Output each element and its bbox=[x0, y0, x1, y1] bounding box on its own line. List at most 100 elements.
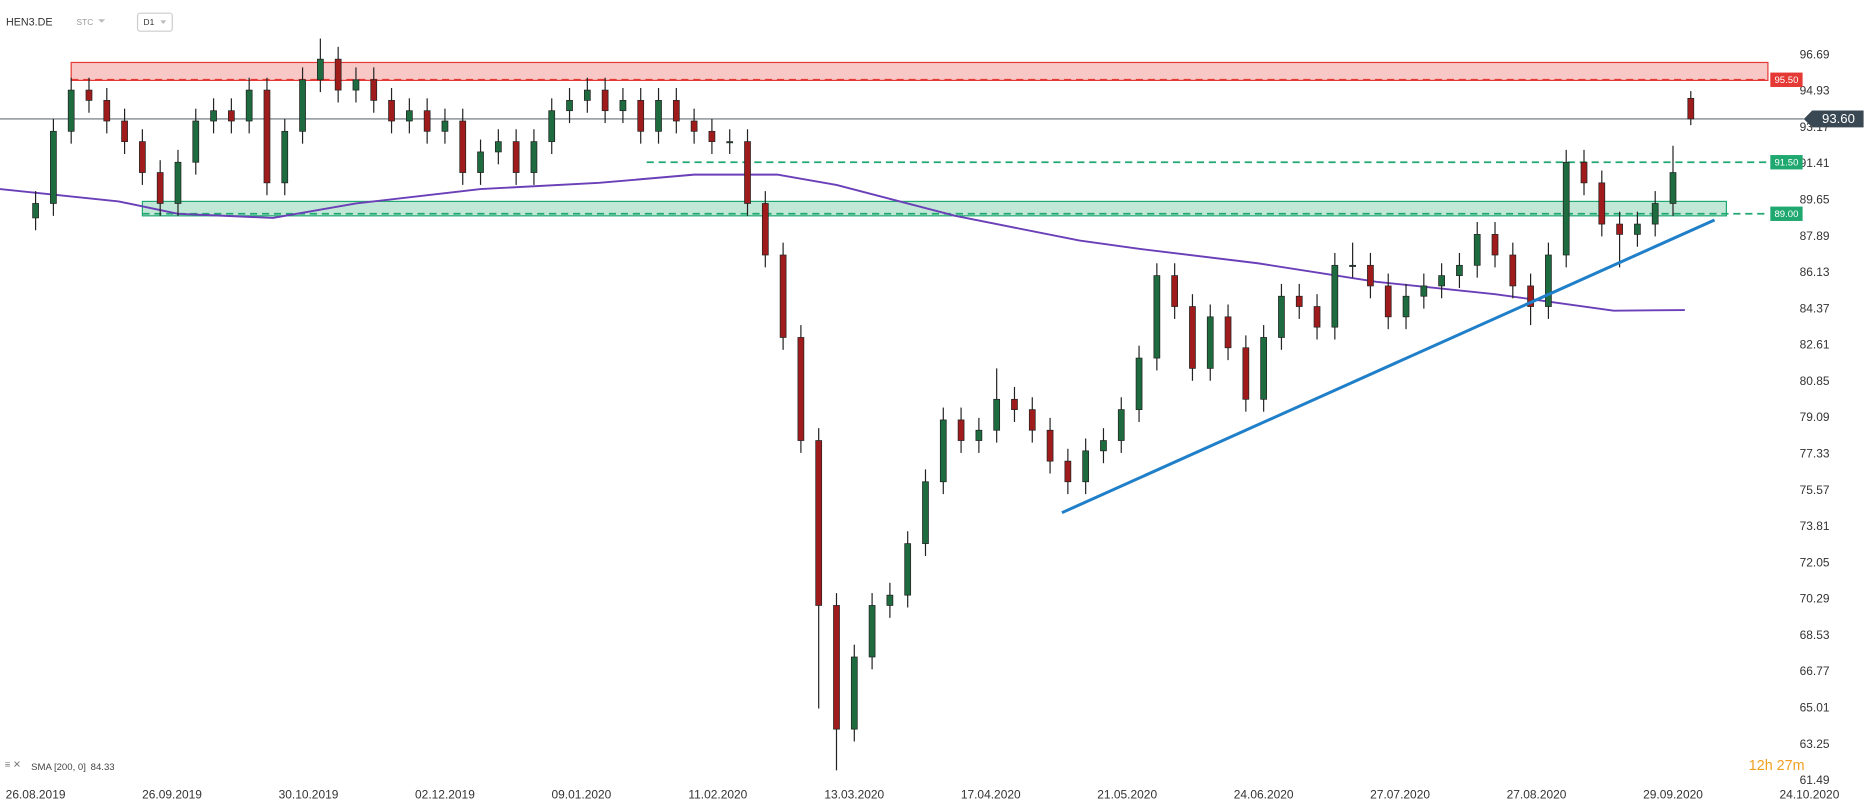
candle-body bbox=[672, 100, 680, 122]
candle-body bbox=[1420, 285, 1428, 297]
candle-body bbox=[192, 120, 200, 163]
candle-body bbox=[1046, 429, 1054, 462]
candle-body bbox=[1171, 275, 1179, 307]
candle-body bbox=[406, 110, 413, 122]
x-tick-label: 21.05.2020 bbox=[1097, 787, 1157, 801]
candle-body bbox=[637, 100, 645, 132]
candle-body bbox=[245, 89, 253, 122]
candle-body bbox=[1064, 460, 1072, 483]
x-tick-label: 26.08.2019 bbox=[6, 787, 66, 801]
y-tick-label: 77.33 bbox=[1800, 446, 1830, 460]
candle-body bbox=[1669, 172, 1677, 204]
candle-body bbox=[601, 89, 609, 112]
candle-body bbox=[1527, 285, 1534, 307]
y-tick-label: 63.25 bbox=[1800, 737, 1830, 751]
y-tick-label: 65.01 bbox=[1800, 700, 1830, 714]
y-tick-label: 72.05 bbox=[1800, 555, 1830, 569]
candle-body bbox=[975, 429, 983, 441]
x-tick-label: 30.10.2019 bbox=[279, 787, 339, 801]
candle-body bbox=[530, 141, 538, 173]
timeframe-box[interactable] bbox=[136, 12, 173, 32]
candle-body bbox=[1153, 275, 1161, 359]
y-tick-label: 73.81 bbox=[1800, 519, 1830, 533]
symbol: HEN3.DE bbox=[6, 17, 53, 29]
candle-body bbox=[174, 161, 182, 204]
x-tick-label: 09.01.2020 bbox=[551, 787, 611, 801]
candle-body bbox=[833, 605, 840, 730]
dropdown-arrow[interactable] bbox=[98, 19, 106, 23]
y-tick-label: 87.89 bbox=[1800, 229, 1830, 243]
candle-body bbox=[441, 120, 449, 132]
menu-icon[interactable]: ≡ ✕ bbox=[5, 760, 21, 771]
candle-body bbox=[619, 100, 627, 112]
candle-body bbox=[334, 58, 342, 91]
level-label: 89.00 bbox=[1774, 209, 1798, 220]
candle-body bbox=[548, 110, 556, 142]
level-label-box bbox=[1770, 72, 1803, 87]
candle-body bbox=[868, 605, 876, 658]
candle-body bbox=[1616, 223, 1623, 235]
candle-body bbox=[1206, 316, 1214, 369]
candle-body bbox=[459, 120, 467, 173]
candle-body bbox=[566, 100, 573, 112]
dropdown-arrow[interactable] bbox=[160, 20, 167, 24]
candle-body bbox=[761, 203, 769, 256]
zone bbox=[70, 61, 1769, 81]
candle-body bbox=[1135, 357, 1143, 410]
trendline bbox=[1061, 218, 1716, 515]
candle-body bbox=[1260, 337, 1267, 400]
candle-body bbox=[1082, 450, 1090, 483]
candle-body bbox=[797, 337, 805, 441]
candle-body bbox=[1349, 264, 1356, 267]
candle-body bbox=[922, 481, 929, 544]
y-tick-label: 66.77 bbox=[1800, 664, 1830, 678]
candle-body bbox=[850, 656, 858, 730]
candle-body bbox=[655, 100, 662, 132]
candle-body bbox=[1402, 295, 1410, 318]
candle-body bbox=[1456, 264, 1463, 276]
candle-body bbox=[1278, 295, 1285, 338]
candle-body bbox=[1634, 223, 1641, 235]
candle-body bbox=[156, 172, 164, 204]
sma-label: SMA [200, 0] bbox=[31, 762, 86, 773]
candle-body bbox=[477, 151, 484, 173]
level-label: 91.50 bbox=[1774, 157, 1798, 168]
candle-body bbox=[67, 89, 75, 132]
candle-body bbox=[815, 440, 823, 606]
y-tick-label: 61.49 bbox=[1800, 773, 1830, 787]
y-tick-label: 75.57 bbox=[1800, 483, 1830, 497]
candle-body bbox=[1367, 264, 1374, 287]
x-tick-label: 11.02.2020 bbox=[688, 787, 747, 801]
last-price-box bbox=[1803, 110, 1864, 128]
candle-body bbox=[299, 79, 306, 132]
candle-body bbox=[690, 120, 698, 132]
countdown: 12h 27m bbox=[1749, 758, 1805, 774]
candle-body bbox=[1651, 203, 1659, 225]
candle-body bbox=[726, 141, 734, 144]
y-tick-label: 82.61 bbox=[1800, 338, 1830, 352]
timeframe[interactable]: D1 bbox=[144, 17, 155, 27]
candle-body bbox=[32, 203, 39, 219]
candle-body bbox=[1313, 306, 1321, 328]
candle-body bbox=[1189, 306, 1196, 369]
price-type[interactable]: STC bbox=[77, 17, 94, 27]
y-tick-label: 89.65 bbox=[1800, 193, 1830, 207]
candle-body bbox=[1545, 254, 1552, 307]
candle-body bbox=[1509, 254, 1517, 287]
candle-body bbox=[228, 110, 235, 122]
level-label-box bbox=[1770, 206, 1803, 221]
candle-body bbox=[1473, 234, 1481, 266]
candle-body bbox=[708, 130, 716, 142]
candle-body bbox=[281, 130, 289, 184]
x-tick-label: 27.08.2020 bbox=[1507, 787, 1567, 801]
candle-body bbox=[423, 110, 431, 132]
candle-body bbox=[1295, 295, 1303, 307]
x-tick-label: 17.04.2020 bbox=[961, 787, 1021, 801]
candle-body bbox=[939, 419, 947, 483]
candle-body bbox=[263, 89, 271, 184]
candle-body bbox=[317, 58, 324, 81]
candle-body bbox=[957, 419, 965, 441]
candle-body bbox=[1224, 316, 1232, 349]
candle-body bbox=[1562, 161, 1570, 256]
